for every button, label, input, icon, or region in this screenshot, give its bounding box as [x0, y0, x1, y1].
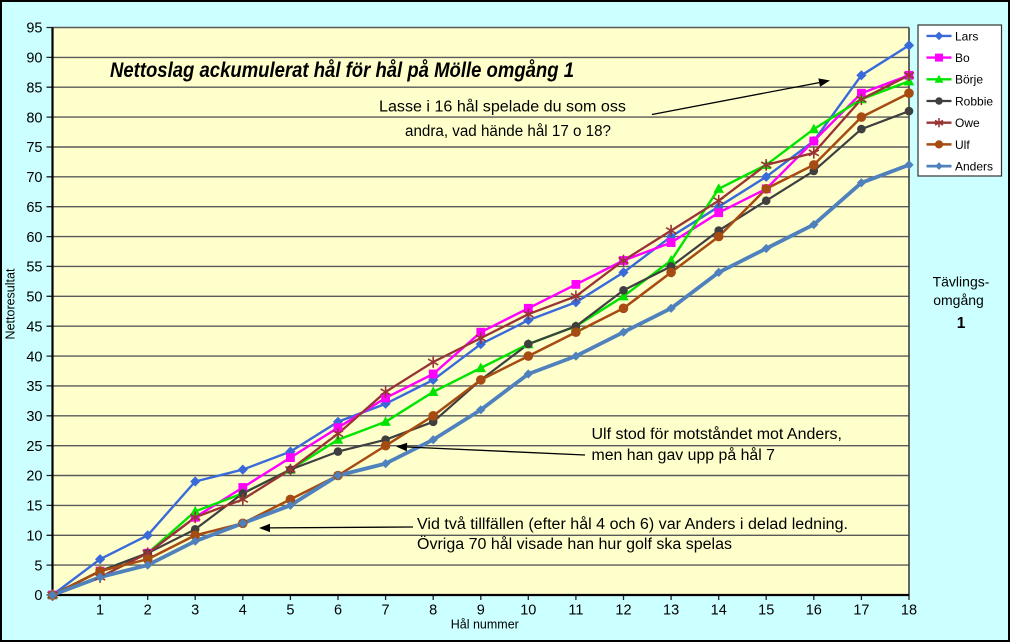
- svg-text:Vid två tillfällen (efter hål: Vid två tillfällen (efter hål 4 och 6) v…: [417, 516, 848, 533]
- svg-text:Tävlings-: Tävlings-: [933, 274, 990, 290]
- svg-text:35: 35: [26, 379, 42, 395]
- svg-text:5: 5: [34, 558, 42, 574]
- svg-text:Bo: Bo: [955, 51, 970, 65]
- svg-text:13: 13: [663, 603, 679, 619]
- svg-text:30: 30: [26, 409, 42, 425]
- svg-text:50: 50: [26, 290, 42, 306]
- svg-text:6: 6: [334, 603, 342, 619]
- svg-text:55: 55: [26, 260, 42, 276]
- svg-text:5: 5: [286, 603, 294, 619]
- svg-text:1: 1: [96, 603, 104, 619]
- svg-text:Ulf: Ulf: [955, 138, 970, 152]
- svg-text:12: 12: [615, 603, 631, 619]
- svg-text:15: 15: [758, 603, 774, 619]
- svg-text:Lars: Lars: [955, 29, 978, 43]
- svg-text:16: 16: [806, 603, 822, 619]
- svg-text:90: 90: [26, 51, 42, 67]
- svg-text:95: 95: [26, 21, 42, 37]
- svg-text:omgång: omgång: [933, 292, 984, 308]
- svg-text:14: 14: [711, 603, 727, 619]
- svg-text:2: 2: [144, 603, 152, 619]
- svg-text:8: 8: [429, 603, 437, 619]
- svg-text:Ulf stod för motståndet mot An: Ulf stod för motståndet mot Anders,: [592, 426, 843, 443]
- svg-text:11: 11: [568, 603, 583, 619]
- svg-text:10: 10: [520, 603, 536, 619]
- svg-text:1: 1: [957, 315, 966, 332]
- svg-text:80: 80: [26, 110, 42, 126]
- svg-text:10: 10: [26, 529, 42, 545]
- svg-text:Övriga 70 hål visade han hur g: Övriga 70 hål visade han hur golf ska sp…: [417, 535, 732, 553]
- svg-text:7: 7: [382, 603, 390, 619]
- svg-text:18: 18: [901, 603, 917, 619]
- svg-text:Robbie: Robbie: [955, 94, 993, 108]
- svg-text:4: 4: [239, 603, 247, 619]
- svg-text:Owe: Owe: [955, 116, 980, 130]
- svg-text:40: 40: [26, 349, 42, 365]
- svg-text:0: 0: [34, 588, 42, 604]
- svg-text:25: 25: [26, 439, 42, 455]
- svg-text:70: 70: [26, 170, 42, 186]
- svg-text:Hål nummer: Hål nummer: [451, 618, 519, 632]
- svg-text:85: 85: [26, 80, 42, 96]
- svg-text:Nettoresultat: Nettoresultat: [4, 268, 18, 339]
- svg-text:men han gav upp på hål 7: men han gav upp på hål 7: [592, 447, 776, 464]
- svg-text:andra, vad hände hål 17 o 18?: andra, vad hände hål 17 o 18?: [405, 123, 611, 140]
- svg-text:17: 17: [853, 603, 869, 619]
- svg-text:60: 60: [26, 230, 42, 246]
- svg-text:15: 15: [26, 499, 42, 515]
- svg-text:9: 9: [477, 603, 485, 619]
- svg-text:Börje: Börje: [955, 73, 983, 87]
- svg-text:45: 45: [26, 319, 42, 335]
- svg-text:20: 20: [26, 469, 42, 485]
- svg-text:65: 65: [26, 200, 42, 216]
- svg-text:Nettoslag ackumulerat hål för: Nettoslag ackumulerat hål för hål på Möl…: [110, 59, 574, 82]
- svg-text:Anders: Anders: [955, 160, 993, 174]
- svg-text:Lasse i 16 hål spelade du som: Lasse i 16 hål spelade du som oss: [379, 99, 626, 116]
- svg-text:75: 75: [26, 140, 42, 156]
- svg-text:3: 3: [191, 603, 199, 619]
